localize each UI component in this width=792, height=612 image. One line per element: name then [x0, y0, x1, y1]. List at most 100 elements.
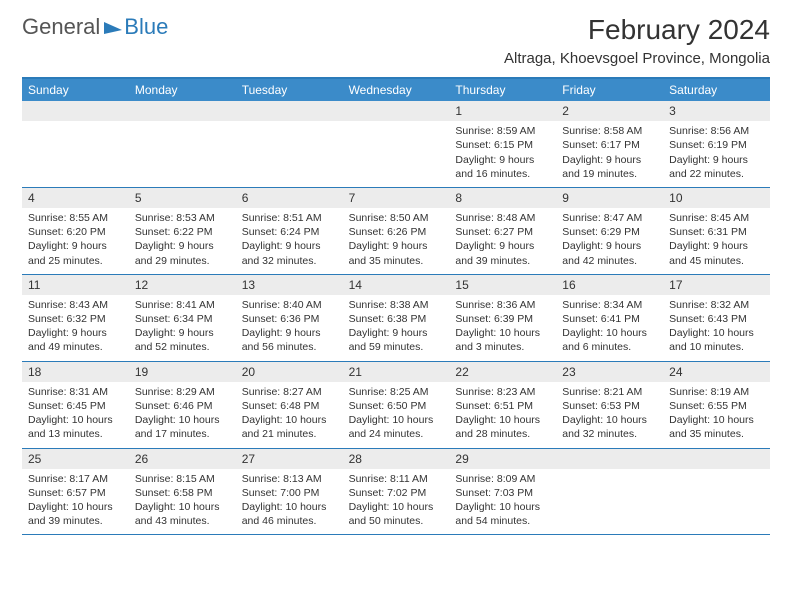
day-number: 24	[663, 362, 770, 382]
day-number: 19	[129, 362, 236, 382]
sunrise-text: Sunrise: 8:43 AM	[28, 298, 123, 312]
day-body: Sunrise: 8:09 AMSunset: 7:03 PMDaylight:…	[449, 469, 556, 535]
sunset-text: Sunset: 6:34 PM	[135, 312, 230, 326]
weekday-header: Wednesday	[343, 79, 450, 101]
daylight-line1: Daylight: 10 hours	[669, 326, 764, 340]
logo: General Blue	[22, 14, 168, 40]
day-body: Sunrise: 8:23 AMSunset: 6:51 PMDaylight:…	[449, 382, 556, 448]
sunrise-text: Sunrise: 8:55 AM	[28, 211, 123, 225]
calendar: Sunday Monday Tuesday Wednesday Thursday…	[22, 77, 770, 535]
daylight-line2: and 19 minutes.	[562, 167, 657, 181]
day-number	[129, 101, 236, 121]
daylight-line1: Daylight: 10 hours	[242, 500, 337, 514]
day-number: 17	[663, 275, 770, 295]
day-cell: 12Sunrise: 8:41 AMSunset: 6:34 PMDayligh…	[129, 275, 236, 361]
sunrise-text: Sunrise: 8:29 AM	[135, 385, 230, 399]
logo-text-part2: Blue	[124, 14, 168, 40]
sunrise-text: Sunrise: 8:27 AM	[242, 385, 337, 399]
day-cell: 10Sunrise: 8:45 AMSunset: 6:31 PMDayligh…	[663, 188, 770, 274]
sunset-text: Sunset: 6:46 PM	[135, 399, 230, 413]
sunset-text: Sunset: 6:48 PM	[242, 399, 337, 413]
daylight-line1: Daylight: 9 hours	[135, 326, 230, 340]
weekday-header: Monday	[129, 79, 236, 101]
day-cell: 9 Sunrise: 8:47 AMSunset: 6:29 PMDaylight…	[556, 188, 663, 274]
day-body: Sunrise: 8:48 AMSunset: 6:27 PMDaylight:…	[449, 208, 556, 274]
sunset-text: Sunset: 6:36 PM	[242, 312, 337, 326]
day-cell: 24Sunrise: 8:19 AMSunset: 6:55 PMDayligh…	[663, 362, 770, 448]
sunrise-text: Sunrise: 8:36 AM	[455, 298, 550, 312]
week-row: 1Sunrise: 8:59 AMSunset: 6:15 PMDaylight…	[22, 101, 770, 188]
day-cell: 8Sunrise: 8:48 AMSunset: 6:27 PMDaylight…	[449, 188, 556, 274]
weeks-container: 1Sunrise: 8:59 AMSunset: 6:15 PMDaylight…	[22, 101, 770, 535]
day-body: Sunrise: 8:25 AMSunset: 6:50 PMDaylight:…	[343, 382, 450, 448]
day-cell: 25Sunrise: 8:17 AMSunset: 6:57 PMDayligh…	[22, 449, 129, 535]
sunrise-text: Sunrise: 8:15 AM	[135, 472, 230, 486]
daylight-line1: Daylight: 9 hours	[669, 153, 764, 167]
day-number: 18	[22, 362, 129, 382]
sunset-text: Sunset: 6:24 PM	[242, 225, 337, 239]
daylight-line2: and 42 minutes.	[562, 254, 657, 268]
day-body: Sunrise: 8:43 AMSunset: 6:32 PMDaylight:…	[22, 295, 129, 361]
day-cell: 14Sunrise: 8:38 AMSunset: 6:38 PMDayligh…	[343, 275, 450, 361]
title-block: February 2024 Altraga, Khoevsgoel Provin…	[504, 14, 770, 67]
daylight-line1: Daylight: 9 hours	[562, 239, 657, 253]
day-number	[22, 101, 129, 121]
day-number: 8	[449, 188, 556, 208]
daylight-line2: and 29 minutes.	[135, 254, 230, 268]
daylight-line1: Daylight: 10 hours	[28, 413, 123, 427]
day-number: 12	[129, 275, 236, 295]
day-number: 23	[556, 362, 663, 382]
daylight-line1: Daylight: 9 hours	[28, 326, 123, 340]
sunrise-text: Sunrise: 8:40 AM	[242, 298, 337, 312]
sunrise-text: Sunrise: 8:53 AM	[135, 211, 230, 225]
day-body: Sunrise: 8:40 AMSunset: 6:36 PMDaylight:…	[236, 295, 343, 361]
day-number: 27	[236, 449, 343, 469]
weekday-header: Sunday	[22, 79, 129, 101]
month-title: February 2024	[504, 14, 770, 46]
day-body: Sunrise: 8:13 AMSunset: 7:00 PMDaylight:…	[236, 469, 343, 535]
day-cell: 6Sunrise: 8:51 AMSunset: 6:24 PMDaylight…	[236, 188, 343, 274]
day-cell: 17Sunrise: 8:32 AMSunset: 6:43 PMDayligh…	[663, 275, 770, 361]
sunrise-text: Sunrise: 8:32 AM	[669, 298, 764, 312]
daylight-line2: and 50 minutes.	[349, 514, 444, 528]
logo-triangle-icon	[104, 22, 122, 34]
sunset-text: Sunset: 6:29 PM	[562, 225, 657, 239]
daylight-line2: and 35 minutes.	[349, 254, 444, 268]
sunset-text: Sunset: 6:50 PM	[349, 399, 444, 413]
daylight-line1: Daylight: 10 hours	[242, 413, 337, 427]
daylight-line1: Daylight: 10 hours	[562, 326, 657, 340]
day-number: 15	[449, 275, 556, 295]
daylight-line2: and 22 minutes.	[669, 167, 764, 181]
sunrise-text: Sunrise: 8:47 AM	[562, 211, 657, 225]
day-number: 9	[556, 188, 663, 208]
daylight-line2: and 32 minutes.	[562, 427, 657, 441]
daylight-line1: Daylight: 9 hours	[242, 326, 337, 340]
sunrise-text: Sunrise: 8:45 AM	[669, 211, 764, 225]
day-cell: 5Sunrise: 8:53 AMSunset: 6:22 PMDaylight…	[129, 188, 236, 274]
daylight-line1: Daylight: 9 hours	[242, 239, 337, 253]
day-body: Sunrise: 8:17 AMSunset: 6:57 PMDaylight:…	[22, 469, 129, 535]
day-number: 13	[236, 275, 343, 295]
location-subtitle: Altraga, Khoevsgoel Province, Mongolia	[504, 50, 770, 67]
day-cell: 20Sunrise: 8:27 AMSunset: 6:48 PMDayligh…	[236, 362, 343, 448]
day-cell	[22, 101, 129, 187]
week-row: 25Sunrise: 8:17 AMSunset: 6:57 PMDayligh…	[22, 449, 770, 536]
daylight-line1: Daylight: 10 hours	[135, 413, 230, 427]
day-cell	[556, 449, 663, 535]
day-body: Sunrise: 8:21 AMSunset: 6:53 PMDaylight:…	[556, 382, 663, 448]
sunset-text: Sunset: 6:38 PM	[349, 312, 444, 326]
day-cell: 21Sunrise: 8:25 AMSunset: 6:50 PMDayligh…	[343, 362, 450, 448]
daylight-line1: Daylight: 9 hours	[562, 153, 657, 167]
daylight-line2: and 56 minutes.	[242, 340, 337, 354]
sunrise-text: Sunrise: 8:25 AM	[349, 385, 444, 399]
daylight-line2: and 35 minutes.	[669, 427, 764, 441]
daylight-line2: and 43 minutes.	[135, 514, 230, 528]
sunset-text: Sunset: 6:22 PM	[135, 225, 230, 239]
day-number: 25	[22, 449, 129, 469]
daylight-line2: and 24 minutes.	[349, 427, 444, 441]
daylight-line2: and 6 minutes.	[562, 340, 657, 354]
daylight-line2: and 16 minutes.	[455, 167, 550, 181]
sunset-text: Sunset: 7:02 PM	[349, 486, 444, 500]
day-body: Sunrise: 8:38 AMSunset: 6:38 PMDaylight:…	[343, 295, 450, 361]
sunset-text: Sunset: 6:15 PM	[455, 138, 550, 152]
